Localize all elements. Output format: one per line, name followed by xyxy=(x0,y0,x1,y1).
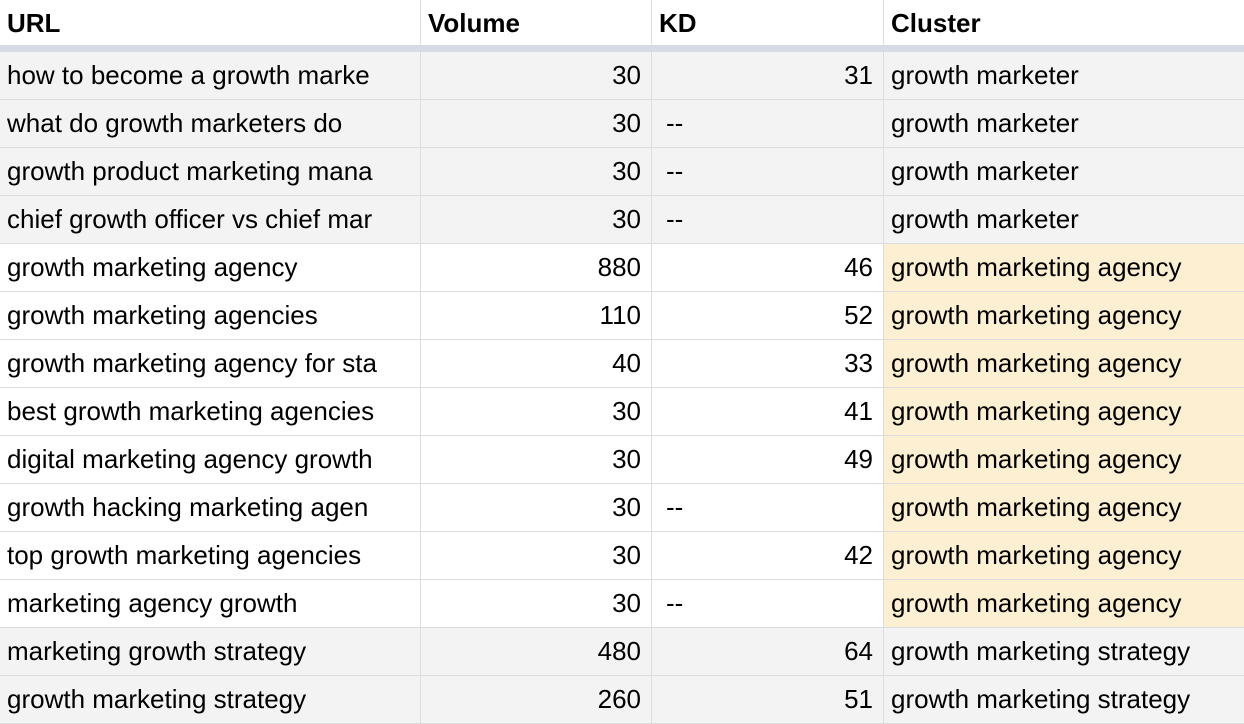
table-cell: top growth marketing agencies xyxy=(0,532,421,579)
table-row: best growth marketing agencies 30 41 growth… xyxy=(0,388,1244,436)
header-cell: KD xyxy=(652,0,884,45)
header-row: URL Volume KD Cluster xyxy=(0,0,1244,52)
table-row: growth marketing agencies 110 52 growth mar… xyxy=(0,292,1244,340)
table-cell: 30 xyxy=(421,580,652,627)
table-cell: growth marketing agency xyxy=(884,340,1244,387)
table-row: growth marketing agency for sta 40 33 growt… xyxy=(0,340,1244,388)
table-cell: 46 xyxy=(652,244,884,291)
table-cell: growth marketer xyxy=(891,156,1079,186)
table-row: marketing agency growth 30 -- growth market… xyxy=(0,580,1244,628)
table-row: growth marketing agency 880 46 growth marke… xyxy=(0,244,1244,292)
table-cell: marketing growth strategy xyxy=(0,628,421,675)
table-cell: -- xyxy=(652,580,884,627)
table-cell: 480 xyxy=(421,628,652,675)
table-row: what do growth marketers do 30 -- growth ma… xyxy=(0,100,1244,148)
table-row: digital marketing agency growth 30 49 growt… xyxy=(0,436,1244,484)
table-cell: growth hacking marketing agen xyxy=(0,484,421,531)
table-cell: marketing agency growth xyxy=(0,580,421,627)
header-cell: Volume xyxy=(421,0,652,45)
table-cell: growth marketing agency xyxy=(884,532,1244,579)
table-cell: -- xyxy=(652,148,884,195)
table-cell: growth marketing agency xyxy=(884,292,1244,339)
table-cell: 30 xyxy=(421,52,652,99)
table-cell: 52 xyxy=(652,292,884,339)
table-row: chief growth officer vs chief mar 30 -- gro… xyxy=(0,196,1244,244)
table-cell: growth marketing agency for sta xyxy=(0,340,421,387)
table-cell: growth marketer xyxy=(891,60,1079,90)
table-row: growth hacking marketing agen 30 -- growth … xyxy=(0,484,1244,532)
table-cell: 30 xyxy=(421,388,652,435)
table-cell: 64 xyxy=(652,628,884,675)
table-row: growth product marketing mana 30 -- growth … xyxy=(0,148,1244,196)
table-row: top growth marketing agencies 30 42 growth … xyxy=(0,532,1244,580)
table-cell: 42 xyxy=(652,532,884,579)
table-cell: growth marketing agencies xyxy=(0,292,421,339)
table-cell: 30 xyxy=(421,532,652,579)
table-cell: 30 xyxy=(421,196,652,243)
table-cell: growth marketing strategy xyxy=(891,684,1191,714)
table-cell: 49 xyxy=(652,436,884,483)
table-cell: 110 xyxy=(421,292,652,339)
table-cell: growth marketing agency xyxy=(884,484,1244,531)
table-cell: 260 xyxy=(421,676,652,723)
table-cell: chief growth officer vs chief mar xyxy=(0,196,421,243)
table-cell: growth marketing agency xyxy=(884,580,1244,627)
header-cell: Cluster xyxy=(891,8,981,38)
table-cell: growth marketer xyxy=(891,108,1079,138)
table-row: how to become a growth marke 30 31 growth m… xyxy=(0,52,1244,100)
table-cell: -- xyxy=(652,484,884,531)
table-cell: digital marketing agency growth xyxy=(0,436,421,483)
table-cell: 31 xyxy=(652,52,884,99)
table-cell: 880 xyxy=(421,244,652,291)
table-cell: 40 xyxy=(421,340,652,387)
table-row: growth marketing strategy 260 51 growth mar… xyxy=(0,676,1244,724)
table-cell: growth marketing agency xyxy=(884,244,1244,291)
table-cell: growth marketing strategy xyxy=(891,636,1191,666)
table-cell: -- xyxy=(652,100,884,147)
table-cell: 30 xyxy=(421,100,652,147)
table-cell: -- xyxy=(652,196,884,243)
table-cell: 30 xyxy=(421,148,652,195)
table-cell: growth marketing agency xyxy=(0,244,421,291)
table-row: marketing growth strategy 480 64 growth mar… xyxy=(0,628,1244,676)
table-cell: growth marketing agency xyxy=(884,388,1244,435)
table-cell: 30 xyxy=(421,436,652,483)
table-cell: growth product marketing mana xyxy=(0,148,421,195)
table-cell: what do growth marketers do xyxy=(0,100,421,147)
header-cell: URL xyxy=(0,0,421,45)
table-cell: growth marketing strategy xyxy=(0,676,421,723)
table-cell: 33 xyxy=(652,340,884,387)
table-cell: best growth marketing agencies xyxy=(0,388,421,435)
table-cell: 30 xyxy=(421,484,652,531)
table-cell: how to become a growth marke xyxy=(0,52,421,99)
table-cell: 41 xyxy=(652,388,884,435)
table-cell: growth marketing agency xyxy=(884,436,1244,483)
table-cell: growth marketer xyxy=(891,204,1079,234)
table-cell: 51 xyxy=(652,676,884,723)
